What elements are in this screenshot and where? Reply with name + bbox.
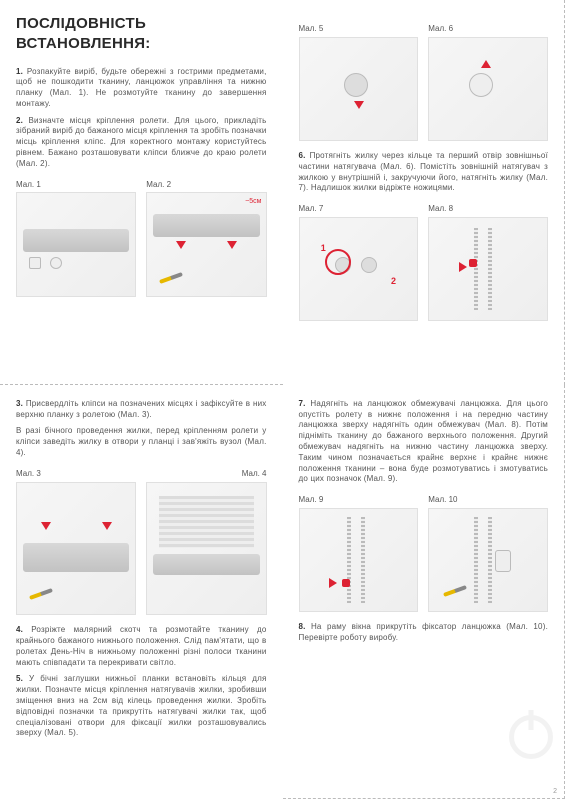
figure-2-label: Мал. 2 [146, 180, 266, 191]
step-2: 2. Визначте місця кріплення ролети. Для … [16, 116, 267, 170]
quadrant-bottom-right: 7. Надягніть на ланцюжок обмежувачі ланц… [283, 385, 565, 799]
figure-7-num2: 2 [391, 275, 396, 287]
figure-row-9-10: Мал. 9 Мал. 10 [299, 495, 549, 612]
figure-1: Мал. 1 [16, 180, 136, 297]
figure-8-image [428, 217, 548, 321]
figure-5-label: Мал. 5 [299, 24, 419, 35]
step-3: 3. Присвердліть кліпси на позначених міс… [16, 399, 267, 421]
figure-row-7-8: Мал. 7 1 2 Мал. 8 [299, 204, 549, 321]
quadrant-top-right: Мал. 5 Мал. 6 6. Протягніть жилку через … [283, 0, 565, 385]
figure-10-image [428, 508, 548, 612]
figure-row-5-6: Мал. 5 Мал. 6 [299, 24, 549, 141]
figure-1-label: Мал. 1 [16, 180, 136, 191]
figure-7-label: Мал. 7 [299, 204, 419, 215]
figure-7-num1: 1 [321, 242, 326, 254]
figure-1-image [16, 192, 136, 297]
figure-9-label: Мал. 9 [299, 495, 419, 506]
figure-3-image [16, 482, 136, 616]
figure-7: Мал. 7 1 2 [299, 204, 419, 321]
figure-6-label: Мал. 6 [428, 24, 548, 35]
step-5: 5. У бічні заглушки нижньої планки встан… [16, 674, 267, 739]
figure-7-image: 1 2 [299, 217, 419, 321]
figure-row-3-4: Мал. 3 Мал. 4 [16, 469, 267, 615]
figure-10: Мал. 10 [428, 495, 548, 612]
figure-3-label: Мал. 3 [16, 469, 136, 480]
figure-8-label: Мал. 8 [428, 204, 548, 215]
watermark-icon [509, 715, 553, 759]
step-6: 6. Протягніть жилку через кільце та перш… [299, 151, 549, 194]
page-title: ПОСЛІДОВНІСТЬ ВСТАНОВЛЕННЯ: [16, 14, 267, 55]
figure-2-image: ~5см [146, 192, 266, 297]
figure-10-label: Мал. 10 [428, 495, 548, 506]
quadrant-bottom-left: 3. Присвердліть кліпси на позначених міс… [0, 385, 283, 799]
step-4: 4. Розріжте малярний скотч та розмотайте… [16, 625, 267, 668]
figure-row-1-2: Мал. 1 Мал. 2 ~5см [16, 180, 267, 297]
figure-3: Мал. 3 [16, 469, 136, 615]
figure-5-image [299, 37, 419, 141]
figure-4-image [146, 482, 266, 616]
figure-2: Мал. 2 ~5см [146, 180, 266, 297]
quadrant-top-left: ПОСЛІДОВНІСТЬ ВСТАНОВЛЕННЯ: 1. Розпакуйт… [0, 0, 283, 385]
step-7: 7. Надягніть на ланцюжок обмежувачі ланц… [299, 399, 549, 485]
figure-9: Мал. 9 [299, 495, 419, 612]
figure-2-note: ~5см [245, 197, 261, 206]
figure-4: Мал. 4 [146, 469, 266, 615]
figure-9-image [299, 508, 419, 612]
page-number: 2 [553, 788, 557, 795]
step-8: 8. На раму вікна прикрутіть фіксатор лан… [299, 622, 549, 644]
figure-8: Мал. 8 [428, 204, 548, 321]
figure-4-label: Мал. 4 [146, 469, 266, 480]
figure-6: Мал. 6 [428, 24, 548, 141]
figure-6-image [428, 37, 548, 141]
figure-5: Мал. 5 [299, 24, 419, 141]
step-1: 1. Розпакуйте виріб, будьте обережні з г… [16, 67, 267, 110]
step-3b: В разі бічного проведення жилки, перед к… [16, 426, 267, 458]
